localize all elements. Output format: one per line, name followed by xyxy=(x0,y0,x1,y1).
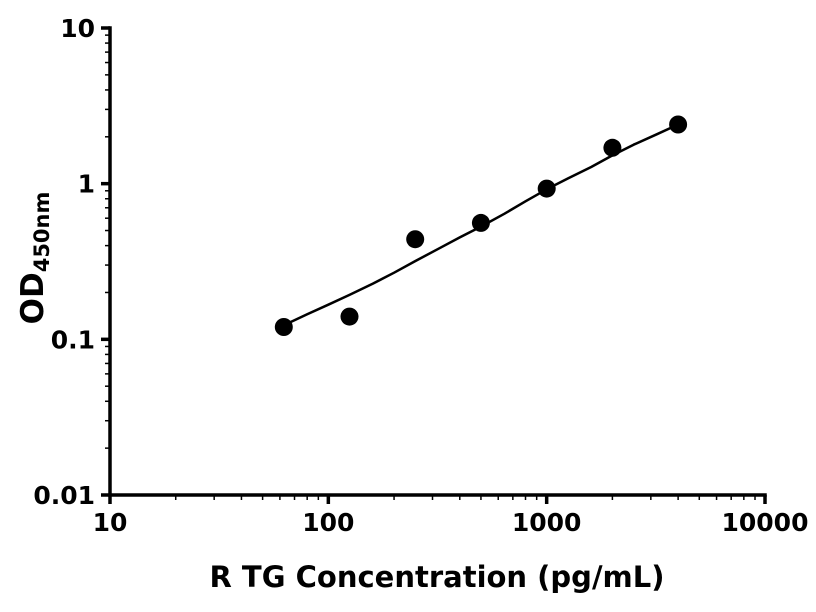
y-tick-label: 1 xyxy=(78,170,95,199)
data-point xyxy=(274,318,293,336)
x-tick-label: 10 xyxy=(93,508,128,537)
y-tick-label: 0.1 xyxy=(51,325,95,354)
y-axis-title-main: OD xyxy=(15,272,51,325)
data-point xyxy=(669,115,688,134)
data-point xyxy=(471,213,490,232)
axis-lines xyxy=(108,26,767,497)
data-point xyxy=(340,307,359,326)
y-tick-label: 0.01 xyxy=(33,481,95,510)
x-tick-label: 1000 xyxy=(512,508,582,537)
y-tick-label: 10 xyxy=(60,14,95,43)
x-tick-label: 10000 xyxy=(722,508,809,537)
data-point xyxy=(603,138,622,157)
x-tick-label: 100 xyxy=(302,508,354,537)
data-point xyxy=(537,179,556,198)
x-axis-title: R TG Concentration (pg/mL) xyxy=(209,560,665,594)
y-axis-title-subscript: 450nm xyxy=(30,191,54,273)
y-axis-title: OD450nm xyxy=(15,191,54,325)
data-point xyxy=(406,230,425,249)
